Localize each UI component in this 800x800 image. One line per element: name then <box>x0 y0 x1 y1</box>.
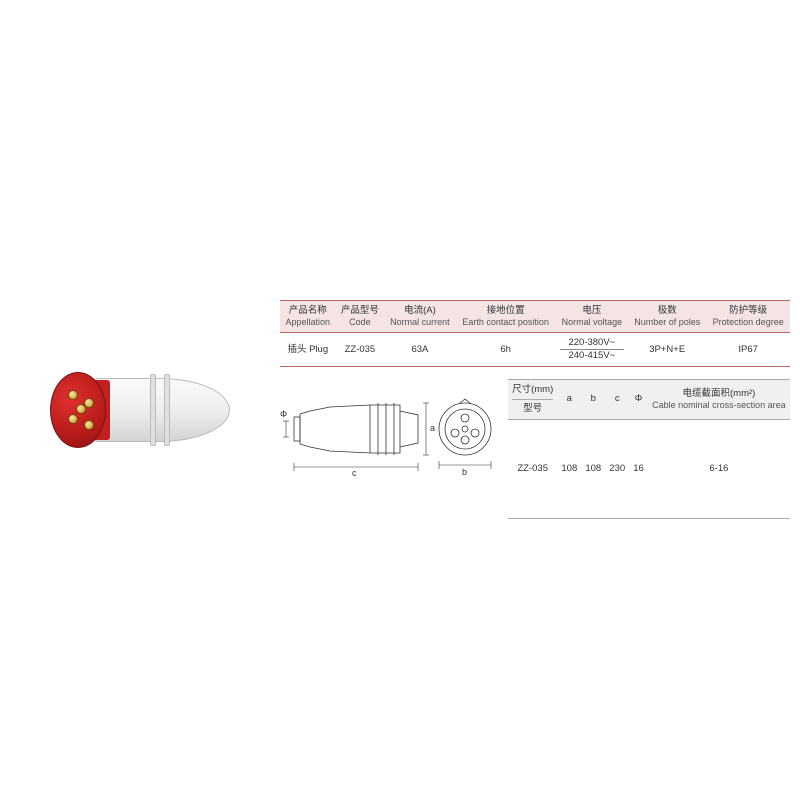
cell2-phi: 16 <box>629 419 648 518</box>
col-voltage: 电压 Normal voltage <box>556 301 628 333</box>
dim-label-a: a <box>430 423 435 433</box>
col-protection: 防护等级 Protection degree <box>706 301 790 333</box>
col-poles: 极数 Number of poles <box>628 301 706 333</box>
col2-phi: Φ <box>629 379 648 419</box>
col2-model: 尺寸(mm) 型号 <box>508 379 557 419</box>
cell2-model: ZZ-035 <box>508 419 557 518</box>
spec-table-main: 产品名称 Appellation 产品型号 Code 电流(A) Normal … <box>280 300 790 367</box>
cell2-cable: 6-16 <box>648 419 790 518</box>
cell-appellation: 插头 Plug <box>280 333 336 367</box>
cell2-c: 230 <box>605 419 629 518</box>
col-earth: 接地位置 Earth contact position <box>456 301 556 333</box>
col2-b: b <box>581 379 605 419</box>
cell-code: ZZ-035 <box>336 333 385 367</box>
col2-cable: 电缆截面积(mm²) Cable nominal cross-section a… <box>648 379 790 419</box>
spec-table-dimensions: 尺寸(mm) 型号 a b c Φ 电缆截面积(mm²) Cable nomin… <box>508 379 790 519</box>
cell-poles: 3P+N+E <box>628 333 706 367</box>
cell-current: 63A <box>384 333 455 367</box>
col-current: 电流(A) Normal current <box>384 301 455 333</box>
cell-earth: 6h <box>456 333 556 367</box>
cell2-a: 108 <box>557 419 581 518</box>
dim-label-b: b <box>462 467 467 477</box>
col-appellation: 产品名称 Appellation <box>280 301 336 333</box>
col-code: 产品型号 Code <box>336 301 385 333</box>
col-appellation-cn: 产品名称 <box>289 305 327 316</box>
product-photo <box>30 360 250 460</box>
dim-label-phi: Φ <box>280 409 287 419</box>
technical-drawing: a c Φ <box>280 379 500 479</box>
cell2-b: 108 <box>581 419 605 518</box>
dim-row: ZZ-035 108 108 230 16 6-16 <box>508 419 790 518</box>
col2-c: c <box>605 379 629 419</box>
col-appellation-en: Appellation <box>284 317 332 328</box>
cell-protection: IP67 <box>706 333 790 367</box>
cell-voltage: 220-380V~ 240-415V~ <box>556 333 628 367</box>
col2-a: a <box>557 379 581 419</box>
dim-label-c: c <box>352 468 357 478</box>
spec-row: 插头 Plug ZZ-035 63A 6h 220-380V~ 240-415V… <box>280 333 790 367</box>
